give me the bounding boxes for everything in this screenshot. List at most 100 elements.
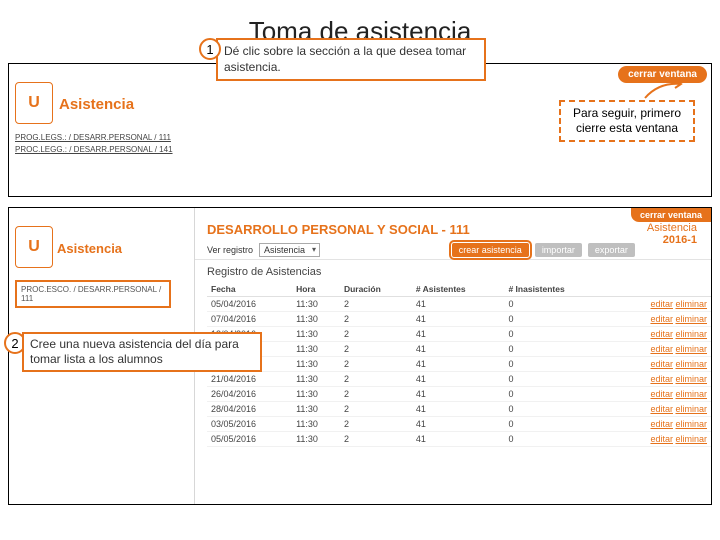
brand-logo <box>15 226 53 268</box>
table-row: 28/04/201611:302410editar eliminar <box>207 402 711 417</box>
cell-time: 11:30 <box>292 372 340 387</box>
cell-duration: 2 <box>340 417 412 432</box>
cell-absentees: 0 <box>504 372 607 387</box>
col-hora: Hora <box>292 282 340 297</box>
cell-attendees: 41 <box>412 387 505 402</box>
edit-link[interactable]: editar <box>650 419 673 429</box>
cell-absentees: 0 <box>504 432 607 447</box>
table-row: 05/04/201611:302410 editar eliminar <box>207 297 711 312</box>
edit-link[interactable]: editar <box>650 434 673 444</box>
sidebar-1: Asistencia PROG.LEGS.: / DESARR.PERSONAL… <box>9 64 209 156</box>
delete-link[interactable]: eliminar <box>675 389 707 399</box>
cell-attendees: 41 <box>412 402 505 417</box>
create-attendance-button[interactable]: crear asistencia <box>452 243 529 257</box>
cell-attendees: 41 <box>412 342 505 357</box>
cell-time: 11:30 <box>292 297 340 312</box>
step-1-callout: Dé clic sobre la sección a la que desea … <box>216 38 486 81</box>
delete-link[interactable]: eliminar <box>675 329 707 339</box>
delete-link[interactable]: eliminar <box>675 374 707 384</box>
col-inasistentes: # Inasistentes <box>504 282 607 297</box>
cell-duration: 2 <box>340 357 412 372</box>
cell-duration: 2 <box>340 297 412 312</box>
delete-link[interactable]: eliminar <box>675 299 707 309</box>
delete-link[interactable]: eliminar <box>675 434 707 444</box>
table-row: 14/04/201611:302410editar eliminar <box>207 342 711 357</box>
cell-time: 11:30 <box>292 417 340 432</box>
export-button[interactable]: exportar <box>588 243 635 257</box>
close-window-button[interactable]: cerrar ventana <box>631 208 711 222</box>
cell-duration: 2 <box>340 342 412 357</box>
section-link[interactable]: PROC.LEGG.: / DESARR.PERSONAL / 141 <box>15 145 173 154</box>
cell-time: 11:30 <box>292 387 340 402</box>
col-asistentes: # Asistentes <box>412 282 505 297</box>
table-row: 07/04/201611:302410 editar eliminar <box>207 312 711 327</box>
delete-link[interactable]: eliminar <box>675 419 707 429</box>
course-title: DESARROLLO PERSONAL Y SOCIAL - 111 <box>207 222 470 237</box>
edit-link[interactable]: editar <box>650 374 673 384</box>
cell-time: 11:30 <box>292 327 340 342</box>
registry-heading: Registro de Asistencias <box>195 259 711 280</box>
cell-date: 26/04/2016 <box>207 387 292 402</box>
app-name: Asistencia <box>57 241 122 256</box>
table-row: 12/04/201611:302410editar eliminar <box>207 327 711 342</box>
cell-absentees: 0 <box>504 327 607 342</box>
note-arrow <box>641 78 685 100</box>
cell-absentees: 0 <box>504 297 607 312</box>
edit-link[interactable]: editar <box>650 344 673 354</box>
cell-attendees: 41 <box>412 432 505 447</box>
step-marker-1: 1 <box>199 38 221 60</box>
edit-link[interactable]: editar <box>650 389 673 399</box>
brand-logo <box>15 82 53 124</box>
cell-attendees: 41 <box>412 312 505 327</box>
cell-duration: 2 <box>340 387 412 402</box>
sidebar-section-link-active[interactable]: PROC.ESCO. / DESARR.PERSONAL / 111 <box>15 280 171 308</box>
section-link[interactable]: PROG.LEGS.: / DESARR.PERSONAL / 111 <box>15 133 171 142</box>
delete-link[interactable]: eliminar <box>675 359 707 369</box>
view-select[interactable]: Asistencia <box>259 243 320 257</box>
cell-duration: 2 <box>340 432 412 447</box>
cell-time: 11:30 <box>292 357 340 372</box>
semester-label: Asistencia 2016-1 <box>647 222 697 246</box>
cell-date: 07/04/2016 <box>207 312 292 327</box>
delete-link[interactable]: eliminar <box>675 344 707 354</box>
table-row: 26/04/201611:302410 editar eliminar <box>207 387 711 402</box>
cell-time: 11:30 <box>292 312 340 327</box>
cell-attendees: 41 <box>412 417 505 432</box>
cell-time: 11:30 <box>292 342 340 357</box>
step-2-callout: Cree una nueva asistencia del día para t… <box>22 332 262 372</box>
edit-link[interactable]: editar <box>650 329 673 339</box>
cell-date: 05/04/2016 <box>207 297 292 312</box>
attendance-table: Fecha Hora Duración # Asistentes # Inasi… <box>207 282 711 447</box>
table-row: 03/05/201611:302410 editar eliminar <box>207 417 711 432</box>
cell-date: 05/05/2016 <box>207 432 292 447</box>
panel-screenshot-1: cerrar ventana Asistencia PROG.LEGS.: / … <box>8 63 712 197</box>
cell-date: 28/04/2016 <box>207 402 292 417</box>
cell-attendees: 41 <box>412 372 505 387</box>
cell-duration: 2 <box>340 372 412 387</box>
edit-link[interactable]: editar <box>650 404 673 414</box>
view-label: Ver registro <box>207 245 253 255</box>
cell-absentees: 0 <box>504 417 607 432</box>
cell-date: 03/05/2016 <box>207 417 292 432</box>
app-name: Asistencia <box>59 96 134 113</box>
col-duracion: Duración <box>340 282 412 297</box>
cell-absentees: 0 <box>504 387 607 402</box>
cell-time: 11:30 <box>292 432 340 447</box>
cell-duration: 2 <box>340 312 412 327</box>
import-button[interactable]: importar <box>535 243 582 257</box>
delete-link[interactable]: eliminar <box>675 404 707 414</box>
cell-absentees: 0 <box>504 312 607 327</box>
edit-link[interactable]: editar <box>650 299 673 309</box>
cell-duration: 2 <box>340 402 412 417</box>
cell-duration: 2 <box>340 327 412 342</box>
col-actions <box>607 282 711 297</box>
cell-attendees: 41 <box>412 297 505 312</box>
cell-date: 21/04/2016 <box>207 372 292 387</box>
table-row: 21/04/201611:302410 editar eliminar <box>207 372 711 387</box>
edit-link[interactable]: editar <box>650 359 673 369</box>
main-content: cerrar ventana DESARROLLO PERSONAL Y SOC… <box>195 208 711 504</box>
cell-absentees: 0 <box>504 357 607 372</box>
edit-link[interactable]: editar <box>650 314 673 324</box>
table-row: 05/05/201611:302410 editar eliminar <box>207 432 711 447</box>
delete-link[interactable]: eliminar <box>675 314 707 324</box>
